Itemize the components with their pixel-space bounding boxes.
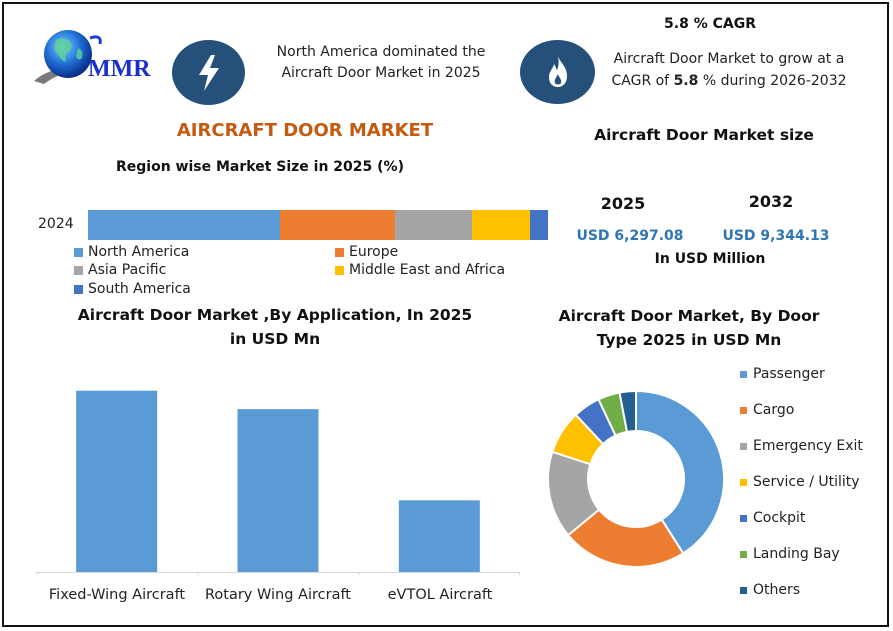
- legend-item-cargo: Cargo: [740, 402, 794, 418]
- market-size-year-2032: 2032: [748, 192, 794, 211]
- legend-item-middle-east-africa: Middle East and Africa: [335, 262, 505, 278]
- legend-swatch: [740, 586, 747, 594]
- stacked-bar-segment-asia-pacific: [394, 210, 473, 240]
- cagr-line-1: Aircraft Door Market to grow at a: [613, 51, 845, 67]
- legend-label: Europe: [349, 244, 399, 260]
- donut-slice-passenger: [635, 389, 725, 555]
- application-chart-title: Aircraft Door Market ,By Application, In…: [60, 303, 490, 351]
- legend-item-europe: Europe: [335, 244, 398, 260]
- highlight-text: North America dominated the Aircraft Doo…: [262, 42, 500, 84]
- legend-label: Passenger: [753, 366, 825, 382]
- legend-label: Middle East and Africa: [349, 262, 506, 278]
- region-bar-category-label: 2024: [38, 216, 74, 232]
- market-size-value-2025: USD 6,297.08: [576, 228, 684, 244]
- legend-label: Emergency Exit: [753, 438, 863, 454]
- legend-swatch: [740, 478, 747, 486]
- legend-swatch: [74, 284, 83, 294]
- legend-swatch: [740, 370, 747, 378]
- legend-item-emergency-exit: Emergency Exit: [740, 438, 863, 454]
- legend-swatch: [740, 514, 747, 522]
- cagr-description: Aircraft Door Market to grow at a CAGR o…: [598, 48, 860, 92]
- cagr-value: 5.8: [673, 73, 699, 89]
- door-type-title-line-2: Type 2025 in USD Mn: [596, 331, 782, 349]
- stacked-bar-segment-middle-east-and-africa: [471, 210, 531, 240]
- legend-label: North America: [88, 244, 190, 260]
- door-type-title-line-1: Aircraft Door Market, By Door: [558, 307, 820, 325]
- cagr-title: 5.8 % CAGR: [664, 16, 756, 32]
- application-bar-chart: [36, 390, 520, 575]
- stacked-bar-segment-europe: [279, 210, 396, 240]
- legend-item-others: Others: [740, 582, 800, 598]
- bar-evtol-aircraft: [398, 500, 480, 572]
- market-size-value-2032: USD 9,344.13: [722, 228, 830, 244]
- category-label-fixed-wing: Fixed-Wing Aircraft: [48, 587, 186, 603]
- legend-label: Others: [753, 582, 801, 598]
- flame-icon: [520, 40, 595, 104]
- region-chart-title: Region wise Market Size in 2025 (%): [116, 159, 404, 175]
- highlight-line-1: North America dominated the: [276, 44, 486, 60]
- mmr-logo: MMR: [30, 26, 170, 96]
- logo-text: MMR: [88, 56, 151, 82]
- category-label-evtol: eVTOL Aircraft: [387, 587, 493, 603]
- application-title-line-2: in USD Mn: [229, 330, 321, 348]
- legend-item-passenger: Passenger: [740, 366, 825, 382]
- legend-swatch: [740, 442, 747, 450]
- legend-label: Cockpit: [753, 510, 806, 526]
- legend-label: South America: [88, 281, 191, 297]
- donut-slice-others: [618, 389, 637, 434]
- legend-swatch: [740, 406, 747, 414]
- legend-item-service-utility: Service / Utility: [740, 474, 860, 490]
- legend-swatch: [74, 265, 83, 275]
- stacked-bar-segment-north-america: [88, 210, 281, 240]
- door-type-chart-title: Aircraft Door Market, By Door Type 2025 …: [548, 304, 830, 352]
- legend-label: Asia Pacific: [88, 262, 167, 278]
- legend-swatch: [335, 265, 344, 275]
- door-type-legend: Passenger Cargo Emergency Exit Service /…: [740, 366, 880, 606]
- legend-item-asia-pacific: Asia Pacific: [74, 262, 166, 278]
- legend-swatch: [74, 247, 83, 257]
- bar-rotary-wing-aircraft: [237, 409, 319, 572]
- market-size-unit: In USD Million: [654, 251, 766, 267]
- legend-label: Landing Bay: [753, 546, 840, 562]
- main-title: AIRCRAFT DOOR MARKET: [176, 120, 434, 141]
- bar-fixed-wing-aircraft: [76, 390, 158, 572]
- market-size-year-2025: 2025: [600, 194, 646, 213]
- legend-item-landing-bay: Landing Bay: [740, 546, 840, 562]
- stacked-bar-segment-south-america: [529, 210, 549, 240]
- highlight-line-2: Aircraft Door Market in 2025: [281, 65, 481, 81]
- legend-swatch: [740, 550, 747, 558]
- application-title-line-1: Aircraft Door Market ,By Application, In…: [77, 306, 473, 324]
- cagr-line-2: CAGR of 5.8 % during 2026-2032: [598, 70, 860, 92]
- category-label-rotary-wing: Rotary Wing Aircraft: [204, 587, 351, 603]
- region-stacked-bar: [88, 210, 549, 240]
- market-size-title: Aircraft Door Market size: [594, 126, 814, 144]
- globe-logo-icon: MMR: [34, 30, 151, 84]
- legend-swatch: [335, 247, 344, 257]
- cagr-suffix: % during 2026-2032: [698, 73, 847, 89]
- door-type-donut-chart: [547, 389, 725, 568]
- cagr-prefix: CAGR of: [611, 73, 674, 89]
- legend-item-cockpit: Cockpit: [740, 510, 805, 526]
- legend-item-north-america: North America: [74, 244, 189, 260]
- legend-item-south-america: South America: [74, 281, 191, 297]
- legend-label: Cargo: [753, 402, 795, 418]
- legend-label: Service / Utility: [753, 474, 860, 490]
- lightning-bolt-icon: [172, 40, 245, 105]
- region-legend: North America Europe Asia Pacific Middle…: [74, 244, 544, 300]
